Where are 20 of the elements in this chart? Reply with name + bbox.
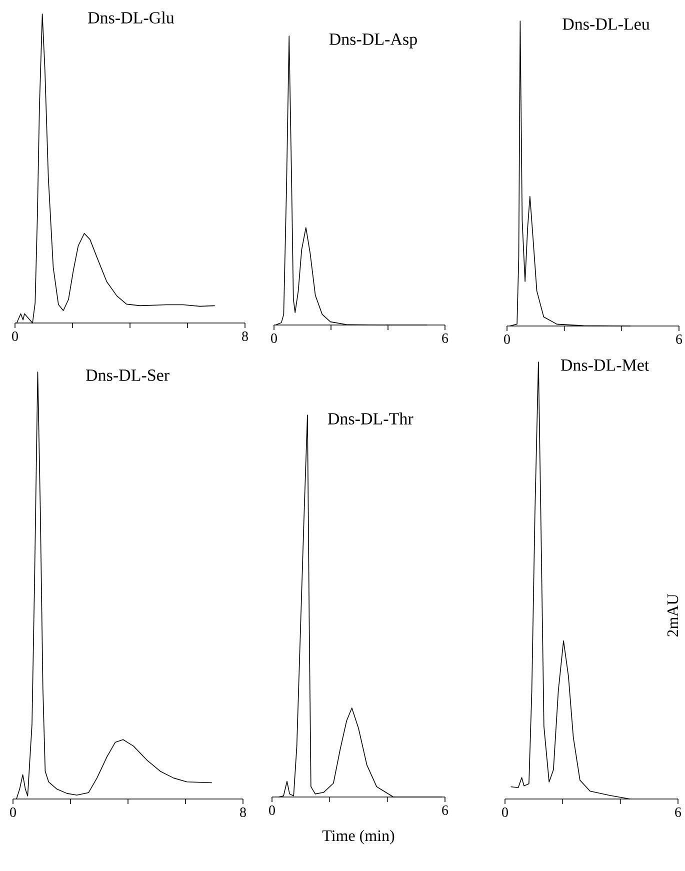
chart-title: Dns-DL-Asp	[329, 34, 417, 48]
x-tick-label: 8	[242, 332, 248, 341]
chart-title: Dns-DL-Thr	[328, 412, 414, 424]
x-tick-label: 0	[269, 806, 275, 815]
x-tick-label: 6	[676, 334, 682, 344]
chart-title: Dns-DL-Ser	[86, 370, 170, 381]
x-axis-title: Time (min)	[322, 830, 394, 844]
x-tick-label: 6	[442, 334, 448, 343]
chart-title: Dns-DL-Leu	[562, 18, 650, 30]
chart-title: Dns-DL-Met	[560, 360, 650, 371]
x-tick-label: 0	[10, 808, 16, 817]
x-tick-label: 8	[240, 808, 246, 817]
annotation: 2mAU	[667, 594, 678, 637]
chart-title: Dns-DL-Glu	[88, 12, 174, 24]
x-tick-label: 6	[442, 806, 448, 815]
x-tick-label: 0	[271, 334, 277, 343]
x-tick-label: 0	[12, 332, 18, 341]
x-tick-label: 0	[502, 808, 508, 817]
x-tick-label: 6	[675, 808, 682, 817]
x-tick-label: 0	[504, 334, 510, 344]
